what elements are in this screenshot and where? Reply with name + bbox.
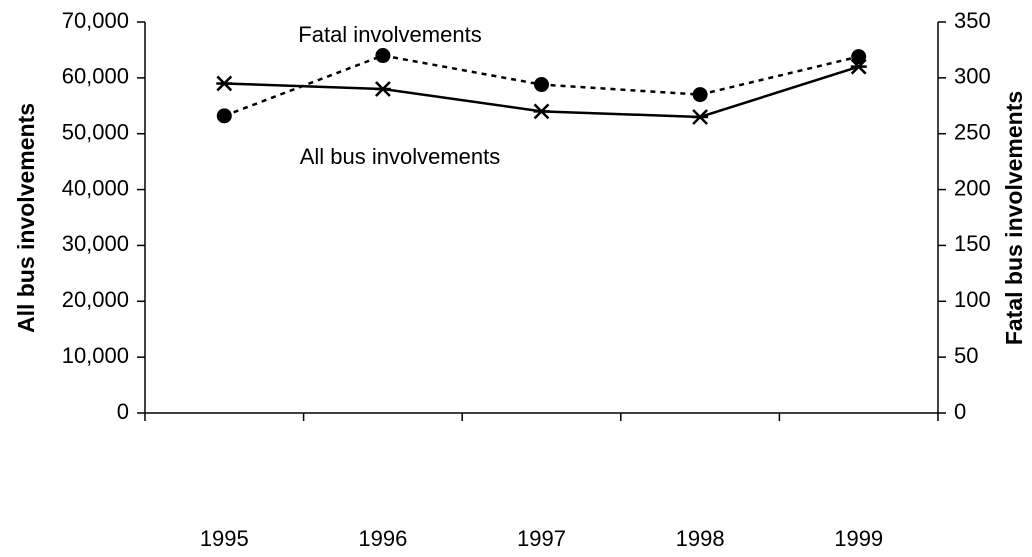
- x-tick-label: 1996: [358, 526, 407, 551]
- y-tick-label: 60,000: [62, 64, 129, 89]
- x-tick-label: 1999: [834, 526, 883, 551]
- marker: [216, 108, 232, 124]
- marker: [692, 87, 708, 103]
- y-tick-label: 40,000: [62, 175, 129, 200]
- y-tick-label: 30,000: [62, 231, 129, 256]
- y-tick-label: 10,000: [62, 343, 129, 368]
- annotation: Fatal involvements: [298, 22, 481, 47]
- y2-tick-label: 250: [954, 120, 991, 145]
- y2-tick-label: 50: [954, 343, 978, 368]
- y2-tick-label: 200: [954, 175, 991, 200]
- marker: [692, 109, 709, 125]
- x-tick-label: 1997: [517, 526, 566, 551]
- marker: [534, 77, 549, 93]
- y-tick-label: 50,000: [62, 120, 129, 145]
- marker: [375, 48, 391, 64]
- y2-tick-label: 100: [954, 287, 991, 312]
- y-tick-label: 70,000: [62, 8, 129, 33]
- y2-tick-label: 350: [954, 8, 991, 33]
- marker: [374, 81, 391, 97]
- y-tick-label: 0: [117, 399, 129, 424]
- y2-axis-title: Fatal bus involvements: [1001, 91, 1027, 345]
- marker: [216, 75, 233, 92]
- marker: [851, 49, 867, 65]
- x-tick-label: 1998: [676, 526, 725, 551]
- marker: [533, 103, 550, 120]
- y2-tick-label: 150: [954, 231, 991, 256]
- x-tick-label: 1995: [200, 526, 249, 551]
- y2-tick-label: 0: [954, 399, 966, 424]
- y-axis-title: All bus involvements: [13, 103, 39, 333]
- y2-tick-label: 300: [954, 64, 991, 89]
- y-tick-label: 20,000: [62, 287, 129, 312]
- annotation: All bus involvements: [300, 144, 501, 169]
